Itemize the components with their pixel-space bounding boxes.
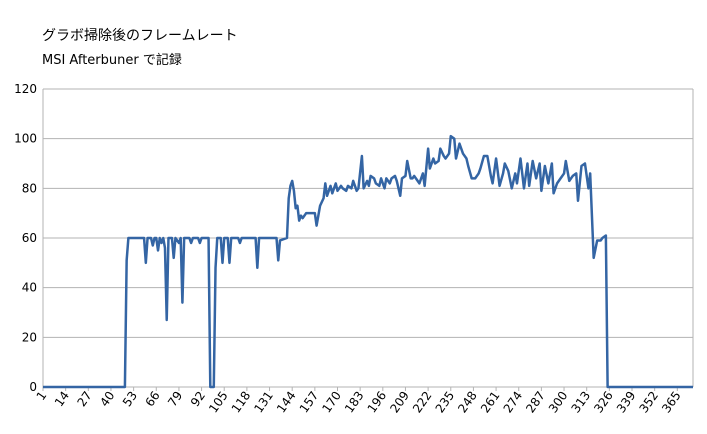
x-tick-label: 105 <box>206 389 231 416</box>
x-tick-label: 1 <box>34 389 50 403</box>
x-tick-label: 14 <box>52 389 72 410</box>
y-tick-label: 20 <box>22 330 37 344</box>
y-tick-label: 80 <box>22 181 37 195</box>
x-tick-label: 261 <box>478 389 503 416</box>
y-tick-label: 0 <box>29 380 37 394</box>
x-tick-label: 326 <box>591 389 616 416</box>
x-tick-label: 183 <box>342 389 367 416</box>
x-tick-label: 118 <box>229 389 254 416</box>
x-tick-label: 144 <box>274 389 299 416</box>
x-tick-label: 274 <box>501 389 526 416</box>
y-tick-label: 100 <box>14 132 37 146</box>
x-tick-label: 92 <box>188 389 208 410</box>
y-tick-label: 120 <box>14 82 37 96</box>
x-tick-label: 40 <box>97 389 117 410</box>
x-tick-label: 53 <box>120 389 140 410</box>
x-tick-label: 313 <box>569 389 594 416</box>
x-tick-label: 300 <box>546 389 571 416</box>
y-tick-label: 60 <box>22 231 37 245</box>
x-tick-label: 365 <box>659 389 684 416</box>
chart-title: グラボ掃除後のフレームレート <box>42 27 238 44</box>
data-line <box>43 134 693 389</box>
x-tick-label: 235 <box>433 389 458 416</box>
chart-subtitle: MSI Afterbuner で記録 <box>42 52 182 68</box>
x-tick-label: 27 <box>75 389 95 410</box>
x-tick-label: 79 <box>165 389 185 410</box>
x-tick-label: 287 <box>523 389 548 416</box>
x-tick-label: 66 <box>142 389 162 410</box>
x-tick-label: 222 <box>410 389 435 416</box>
x-tick-label: 248 <box>455 389 480 416</box>
x-tick-label: 157 <box>297 389 322 416</box>
x-tick-label: 131 <box>251 389 276 416</box>
x-tick-label: 170 <box>319 389 344 416</box>
x-tick-label: 196 <box>365 389 390 416</box>
x-tick-label: 339 <box>614 389 639 416</box>
x-tick-label: 352 <box>637 389 662 416</box>
y-tick-label: 40 <box>22 281 37 295</box>
x-tick-label: 209 <box>387 389 412 416</box>
